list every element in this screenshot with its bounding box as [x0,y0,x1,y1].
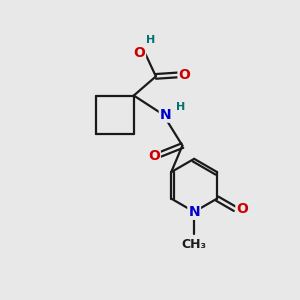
Text: H: H [146,34,155,45]
Text: O: O [178,68,190,82]
Text: N: N [188,205,200,219]
Text: CH₃: CH₃ [182,238,207,251]
Text: O: O [133,46,145,60]
Text: N: N [160,108,171,122]
Text: O: O [236,202,248,216]
Text: H: H [176,102,185,112]
Text: O: O [148,149,160,163]
